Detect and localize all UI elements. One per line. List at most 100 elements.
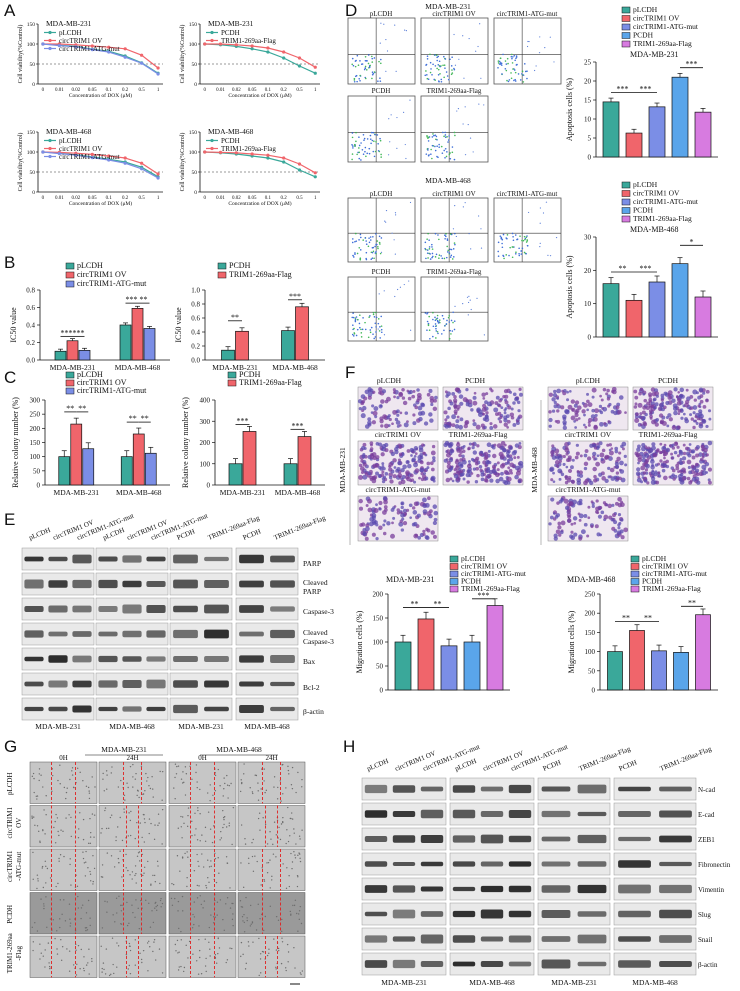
f-468-cell	[608, 443, 612, 447]
f-468-cell	[550, 454, 554, 457]
panel-letter-e: E	[4, 510, 15, 529]
d-231-r1-flow-event	[454, 64, 457, 66]
g-cell-texture	[55, 885, 57, 888]
d-231-y-tick-label: 0	[588, 154, 592, 162]
g-cell-texture	[138, 796, 140, 799]
f-468-y-label: Migration cells (%)	[567, 610, 576, 673]
d-flow-468-title: MDA-MB-468	[425, 176, 471, 185]
d-468-r1-flow-event	[549, 255, 552, 257]
g-cell-texture	[41, 865, 44, 868]
f-468-cell	[599, 452, 605, 458]
d-231-r1-flow-event	[358, 78, 360, 80]
e-lane-label: PCDH	[242, 527, 262, 541]
d-231-r2-flow-frame	[347, 95, 416, 163]
g-cell-texture	[49, 877, 52, 879]
h-group-1-blot-band	[364, 885, 388, 893]
g-cell-texture	[134, 778, 137, 780]
d-468-r1-flow-event	[508, 254, 510, 257]
d-468-r1-flow-event	[518, 252, 520, 255]
f-468-cell	[564, 480, 569, 485]
g-cell-texture	[49, 918, 52, 920]
f-231-cell	[422, 497, 427, 503]
g-cell-texture	[176, 855, 179, 857]
f-468-cell	[615, 471, 620, 475]
d-flow-468-label: pLCDH	[370, 190, 393, 198]
f-468-cell	[592, 451, 597, 457]
g-cell-texture	[209, 828, 212, 830]
f-468-title: MDA-MB-468	[567, 575, 615, 584]
h-group-3-blot-strip	[537, 877, 611, 901]
g-cell-texture	[37, 878, 39, 880]
d-231-r1-flow-event	[363, 68, 366, 71]
b-left-bar	[78, 350, 91, 361]
g-cell-texture	[36, 825, 39, 827]
a-chart-4-data-point	[297, 168, 302, 172]
f-468-legend-swatch	[630, 570, 640, 578]
f-468-cell	[562, 416, 567, 421]
f-231-cell	[472, 422, 477, 427]
b-right-bar	[235, 330, 249, 361]
d-231-r2-flow-event	[426, 134, 428, 137]
f-231-cell	[489, 422, 493, 426]
d-231-r1-flow-event	[434, 54, 436, 56]
f-468-cell	[614, 446, 619, 451]
g-cell-texture	[36, 874, 39, 876]
f-468-cell	[681, 476, 687, 481]
d-468-r1-flow-event	[365, 240, 367, 242]
b-left-bar	[131, 308, 144, 361]
d-468-legend-swatch	[621, 198, 631, 206]
f-468-cell	[642, 405, 647, 410]
d-468-r1-flow-event	[351, 241, 354, 244]
d-231-r1-flow-event	[523, 63, 526, 65]
g-cell-texture	[140, 958, 143, 961]
e-group-2-blot-band	[98, 655, 118, 663]
g-cell-texture	[121, 876, 123, 878]
f-231-cell	[360, 459, 364, 463]
d-231-r1-flow-event	[453, 33, 455, 36]
g-cell-texture	[38, 779, 40, 782]
g-cell-texture	[244, 838, 246, 840]
f-231-cell	[383, 519, 387, 523]
d-468-r1-flow-event	[450, 248, 453, 251]
b-right-y-tick-label: 0.8	[191, 301, 200, 309]
a-chart-3-data-point	[123, 156, 127, 160]
panel-letter-a: A	[4, 1, 16, 20]
g-cell-texture	[174, 943, 177, 946]
d-468-legend-swatch	[621, 181, 631, 189]
h-group-4-blot-band	[659, 835, 692, 843]
g-cell-texture	[82, 851, 84, 853]
f-231-cell	[432, 456, 436, 460]
g-cell-texture	[241, 916, 244, 918]
f-468-cell	[587, 417, 593, 423]
f-image-label: TRIM1-269aa-Flag	[639, 430, 698, 439]
g-cell-texture	[214, 789, 217, 792]
e-group-2-blot-band	[146, 679, 166, 689]
d-231-r1-flow-event	[510, 77, 513, 80]
g-cell-texture	[42, 786, 44, 788]
d-468-r1-flow-event	[368, 241, 371, 244]
f-468-cell	[677, 412, 681, 416]
d-231-r2-flow-event	[464, 106, 466, 108]
h-group-4-blot-strip	[613, 952, 697, 976]
g-cell-texture	[77, 944, 80, 947]
d-468-y-label: Apoptosis cells (%)	[565, 255, 574, 318]
f-468-cell	[576, 480, 582, 486]
g-wound-image	[98, 805, 167, 848]
g-cell-texture	[158, 948, 161, 950]
f-468-cell	[551, 397, 556, 402]
g-group-label: MDA-MB-468	[216, 745, 262, 754]
d-468-r1-flow-event	[515, 251, 517, 254]
f-231-cell	[472, 467, 477, 471]
f-468-cell	[558, 533, 562, 537]
d-468-r2-flow-event	[469, 299, 471, 301]
d-231-legend-label: circTRIM1 OV	[633, 14, 680, 23]
d-468-r1-flow-event	[385, 209, 388, 212]
d-231-y-tick-label: 5	[588, 135, 592, 143]
f-231-cell	[379, 404, 383, 407]
g-cell-texture	[159, 882, 161, 885]
d-468-r2-flow-event	[408, 280, 410, 282]
f-231-cell	[506, 453, 510, 458]
d-231-r2-flow-event	[372, 131, 375, 134]
a-chart-4-x-tick-label: 0.01	[216, 196, 225, 201]
e-group-1-blot-band	[48, 680, 68, 688]
